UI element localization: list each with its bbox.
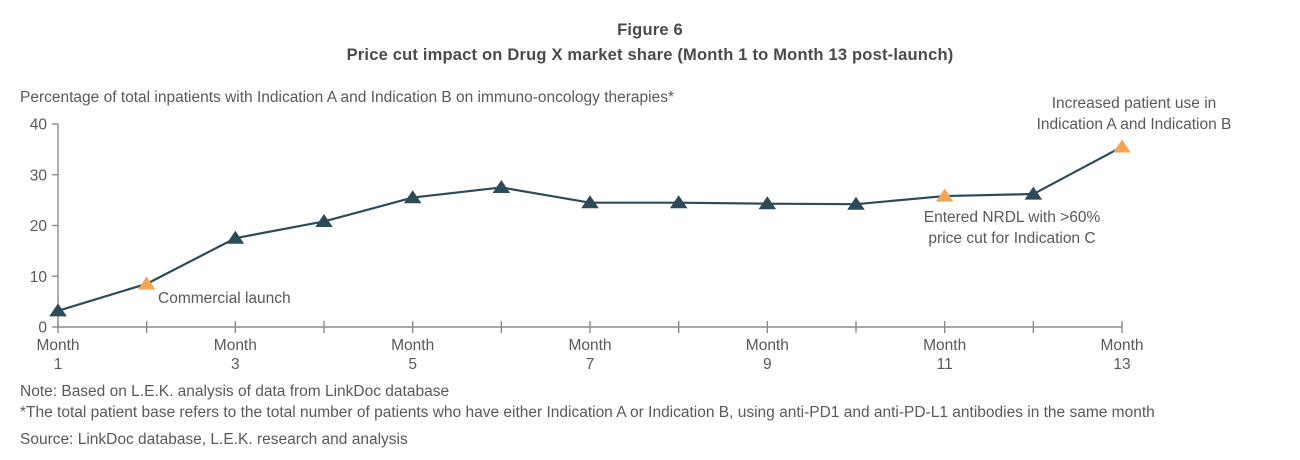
annotation-text: Commercial launch (158, 290, 291, 307)
x-tick-label-word: Month (1100, 337, 1143, 354)
data-point-marker-highlight (137, 276, 156, 290)
y-tick-label: 40 (30, 117, 48, 134)
x-tick-label-number: 13 (1113, 356, 1130, 373)
x-tick-label-word: Month (923, 337, 966, 354)
annotation-nrdl-price-cut: Entered NRDL with >60% price cut for Ind… (898, 207, 1126, 249)
data-point-marker (49, 303, 67, 317)
data-point-marker (669, 195, 688, 209)
y-tick-label: 20 (30, 218, 48, 235)
annotation-text-line2: price cut for Indication C (928, 230, 1096, 247)
note-text: Note: Based on L.E.K. analysis of data f… (20, 383, 450, 400)
data-point-marker-highlight (1113, 139, 1131, 153)
annotation-text-line2: Indication A and Indication B (1036, 116, 1232, 133)
asterisk-footnote-text: *The total patient base refers to the to… (20, 404, 1155, 421)
title-block: Figure 6 Price cut impact on Drug X mark… (0, 21, 1300, 65)
annotation-text-line1: Increased patient use in (1051, 95, 1217, 112)
annotation-text-line1: Entered NRDL with >60% (923, 209, 1101, 226)
x-tick-label-number: 3 (231, 356, 240, 373)
x-tick-label-word: Month (214, 337, 257, 354)
source-text: Source: LinkDoc database, L.E.K. researc… (20, 431, 408, 448)
data-point-marker (492, 180, 511, 194)
x-tick-label-word: Month (391, 337, 434, 354)
x-tick-label-word: Month (36, 337, 79, 354)
x-tick-label-number: 1 (54, 356, 63, 373)
data-point-marker (226, 230, 245, 244)
annotation-increased-patient-use: Increased patient use in Indication A an… (1018, 93, 1250, 135)
data-point-marker-highlight (935, 188, 954, 202)
data-point-marker (758, 196, 777, 210)
data-point-marker (581, 195, 599, 209)
data-point-marker (315, 214, 333, 228)
y-tick-label: 10 (30, 269, 48, 286)
x-tick-label-word: Month (568, 337, 611, 354)
data-point-marker (847, 196, 865, 210)
x-tick-label-number: 5 (408, 356, 417, 373)
x-tick-label-number: 9 (763, 356, 772, 373)
data-point-marker (403, 190, 422, 204)
data-point-marker (1024, 186, 1043, 200)
chart-title: Price cut impact on Drug X market share … (346, 46, 954, 64)
y-axis-caption: Percentage of total inpatients with Indi… (20, 89, 674, 106)
x-tick-label-number: 7 (586, 356, 595, 373)
x-tick-label-number: 11 (937, 356, 953, 373)
figure-number-label: Figure 6 (617, 21, 683, 39)
y-tick-label: 30 (30, 167, 48, 184)
y-tick-label: 0 (38, 320, 47, 337)
x-tick-label-word: Month (746, 337, 789, 354)
annotation-commercial-launch: Commercial launch (158, 288, 291, 309)
